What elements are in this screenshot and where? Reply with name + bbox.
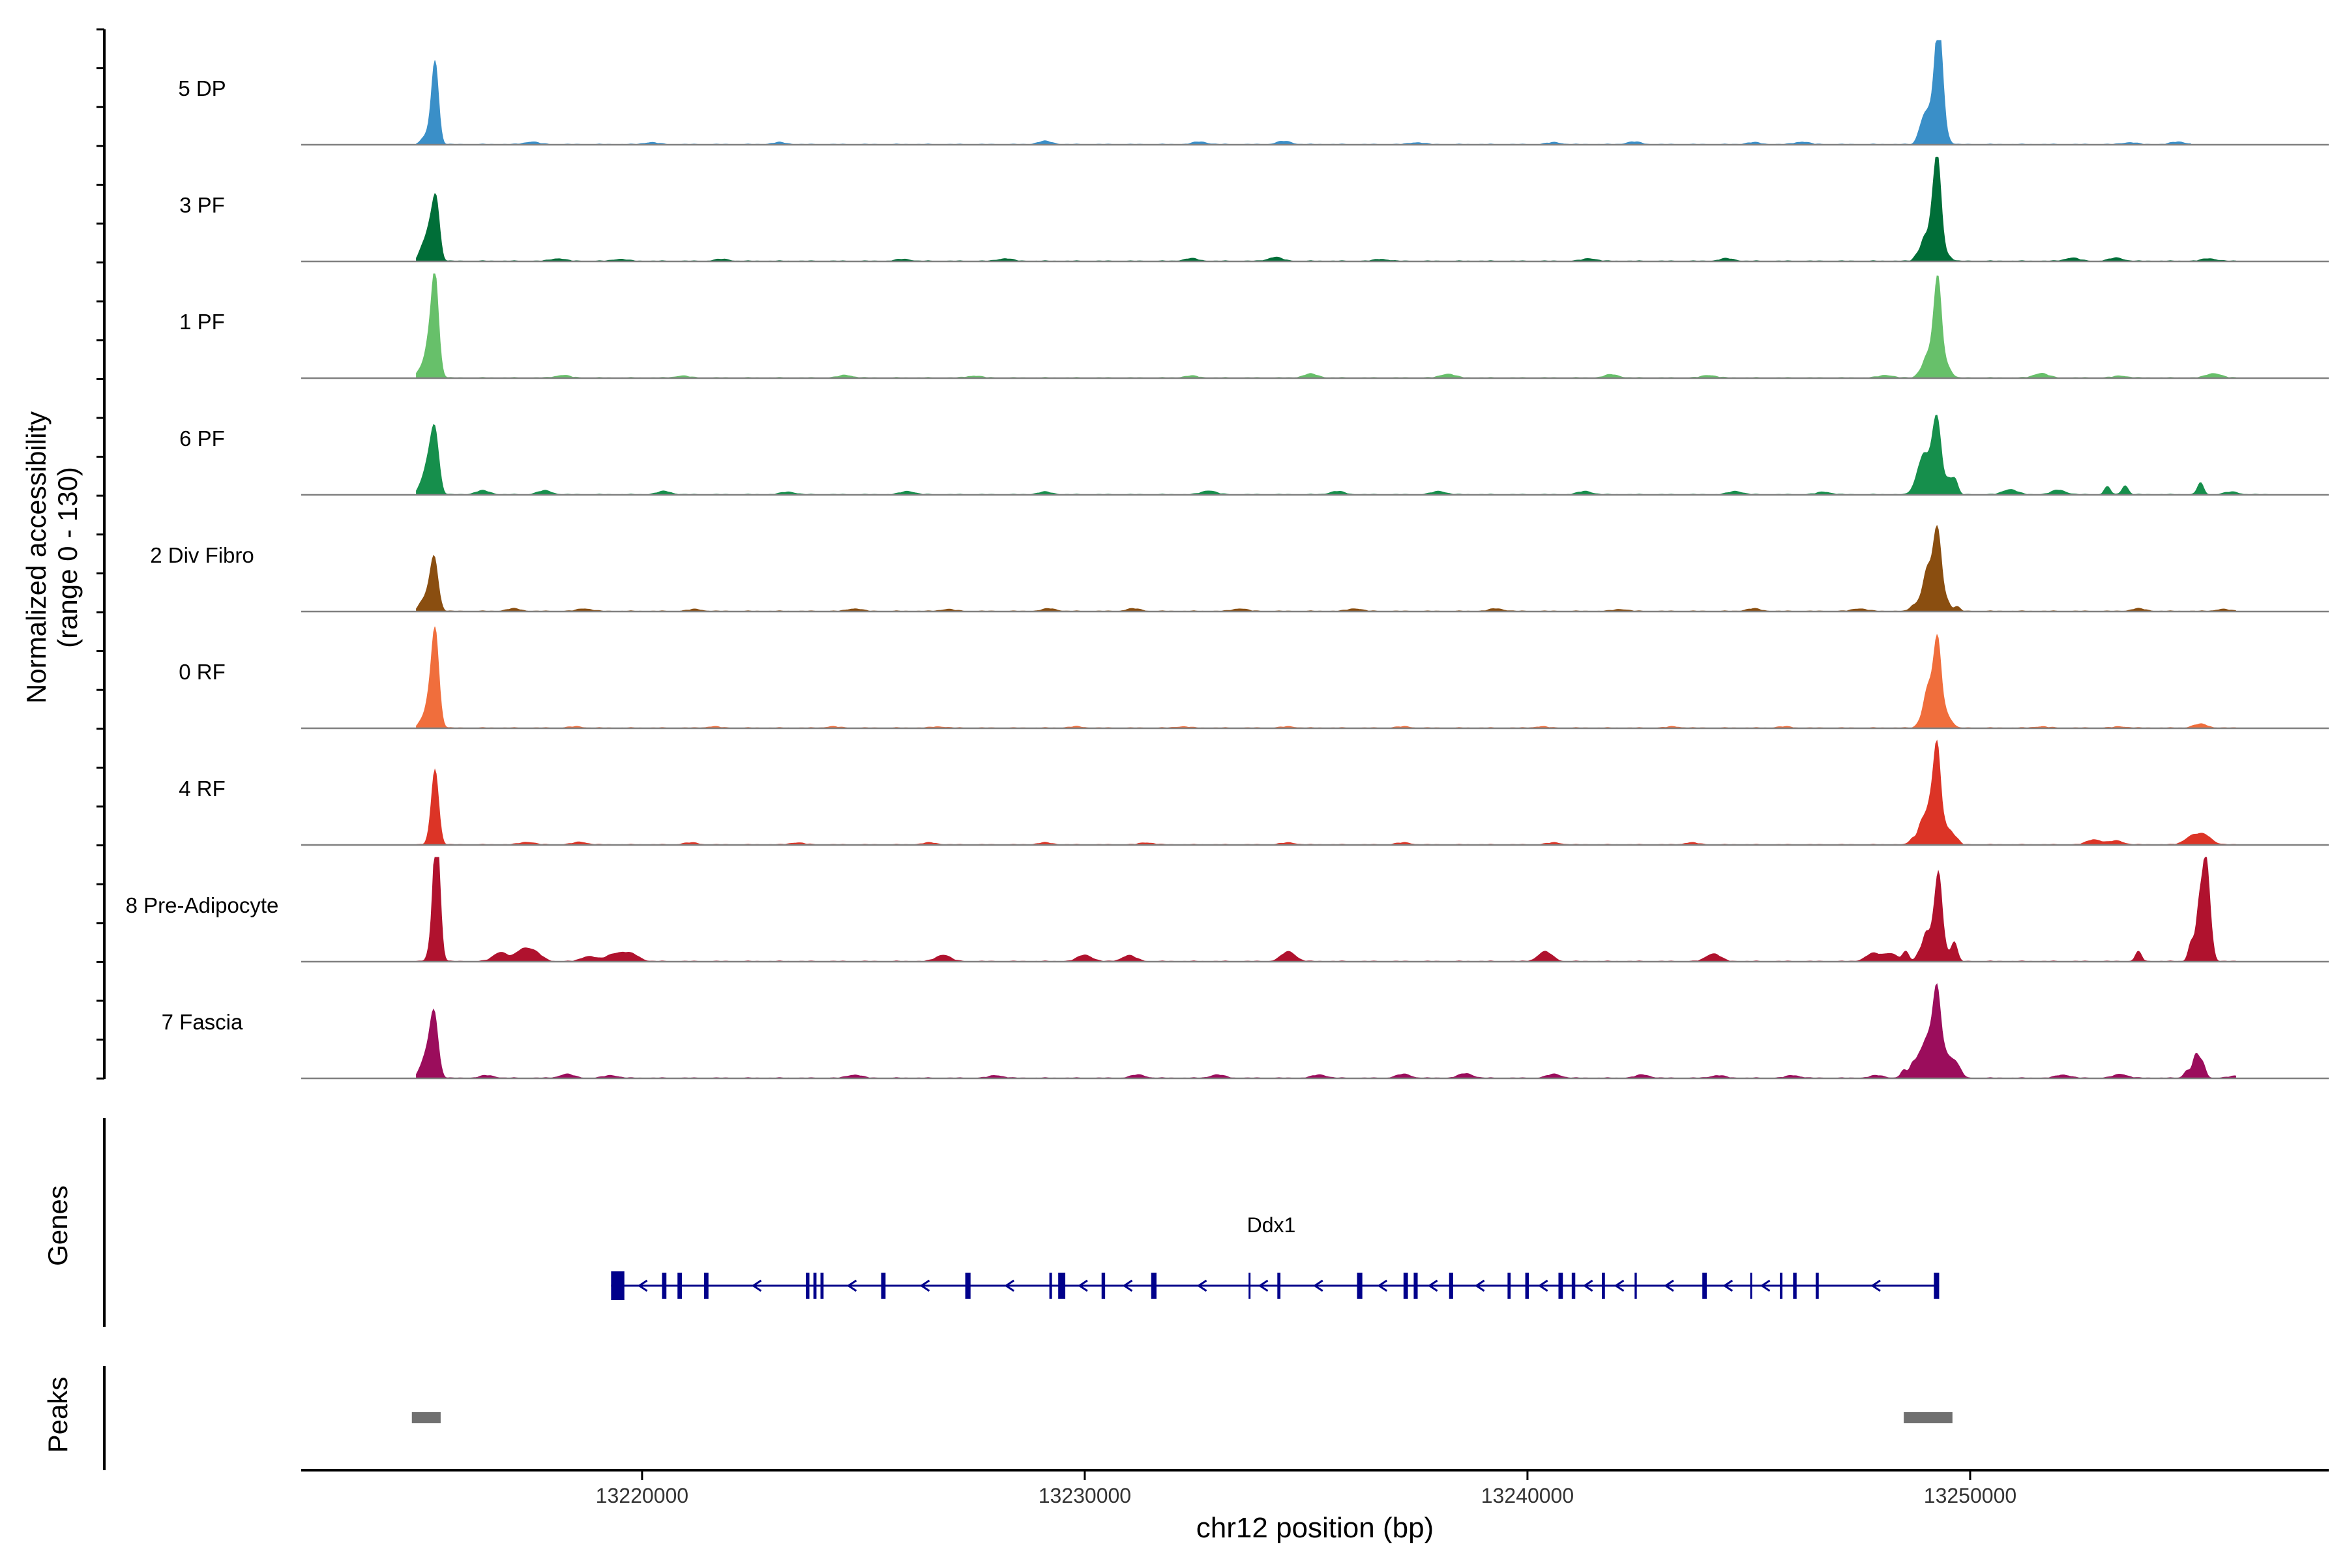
track-label: 3 PF bbox=[179, 193, 225, 217]
coverage-area bbox=[416, 415, 2281, 496]
track-1-pf: 1 PF bbox=[179, 273, 2329, 379]
y-axis-title-line1: Normalized accessibility bbox=[21, 411, 52, 703]
gene-exon bbox=[1413, 1273, 1418, 1299]
coverage-area bbox=[416, 739, 2236, 846]
track-label: 7 Fascia bbox=[162, 1010, 243, 1034]
gene-exon bbox=[1507, 1273, 1511, 1299]
peak-region bbox=[1904, 1412, 1953, 1423]
strand-arrow bbox=[751, 1279, 762, 1292]
axes-layer: 13220000 13230000 13240000 13250000 bbox=[96, 28, 2329, 1507]
gene-exon bbox=[1277, 1273, 1281, 1299]
gene-exon bbox=[1815, 1273, 1819, 1299]
gene-name-label: Ddx1 bbox=[1247, 1213, 1296, 1237]
strand-arrow bbox=[1582, 1279, 1593, 1292]
gene-exon bbox=[677, 1273, 682, 1299]
strand-arrow bbox=[1078, 1279, 1088, 1292]
strand-arrow bbox=[919, 1279, 930, 1292]
gene-exon bbox=[1702, 1273, 1707, 1299]
x-tick-label: 13220000 bbox=[596, 1484, 688, 1507]
strand-arrow bbox=[1377, 1279, 1388, 1292]
track-8-pre-adipocyte: 8 Pre-Adipocyte bbox=[126, 857, 2329, 963]
gene-exon bbox=[1049, 1273, 1052, 1299]
strand-arrow bbox=[1313, 1279, 1323, 1292]
peaks-track bbox=[411, 1412, 1953, 1423]
gene-exon bbox=[1525, 1273, 1529, 1299]
peak-region bbox=[411, 1412, 441, 1423]
gene-exon bbox=[1151, 1273, 1157, 1299]
coverage-area bbox=[416, 156, 2236, 262]
track-label: 8 Pre-Adipocyte bbox=[126, 893, 279, 917]
strand-arrow bbox=[1760, 1279, 1771, 1292]
gene-exon bbox=[1101, 1273, 1106, 1299]
gene-track bbox=[611, 1271, 1940, 1300]
x-tick-label: 13230000 bbox=[1039, 1484, 1131, 1507]
gene-exon bbox=[703, 1273, 709, 1299]
track-label: 5 DP bbox=[178, 76, 226, 100]
track-label: 4 RF bbox=[179, 777, 226, 801]
gene-exon bbox=[813, 1273, 817, 1299]
strand-arrow bbox=[637, 1279, 648, 1292]
strand-arrow bbox=[1004, 1279, 1014, 1292]
strand-arrow bbox=[1538, 1279, 1548, 1292]
strand-arrow bbox=[1614, 1279, 1625, 1292]
gene-exon bbox=[1558, 1273, 1563, 1299]
gene-exon bbox=[1634, 1273, 1637, 1299]
genes-track-label: Genes bbox=[42, 1185, 73, 1266]
gene-exon bbox=[1248, 1273, 1251, 1299]
gene-exon bbox=[1750, 1273, 1752, 1299]
coverage-area bbox=[416, 524, 2236, 612]
strand-arrow bbox=[1196, 1279, 1207, 1292]
strand-arrow bbox=[1122, 1279, 1133, 1292]
coverage-area bbox=[416, 273, 2236, 379]
gene-exon bbox=[1357, 1273, 1363, 1299]
track-3-pf: 3 PF bbox=[179, 156, 2329, 263]
track-5-dp: 5 DP bbox=[178, 40, 2329, 146]
strand-arrow bbox=[1722, 1279, 1734, 1292]
gene-exon bbox=[1449, 1273, 1453, 1299]
track-6-pf: 6 PF bbox=[179, 415, 2329, 496]
track-label: 2 Div Fibro bbox=[150, 543, 254, 567]
gene-exon bbox=[1571, 1273, 1576, 1299]
strand-arrow bbox=[1664, 1279, 1674, 1292]
track-4-rf: 4 RF bbox=[179, 739, 2329, 846]
gene-exon bbox=[1602, 1273, 1605, 1299]
strand-arrow bbox=[1427, 1279, 1438, 1292]
gene-exon bbox=[1934, 1273, 1940, 1299]
y-axis-title-line2: (range 0 - 130) bbox=[52, 467, 83, 648]
strand-arrow bbox=[1258, 1279, 1269, 1292]
gene-exon bbox=[820, 1273, 824, 1299]
gene-exon bbox=[1403, 1273, 1408, 1299]
gene-exon bbox=[662, 1273, 667, 1299]
track-label: 1 PF bbox=[179, 310, 225, 334]
track-label: 0 RF bbox=[179, 660, 226, 684]
track-0-rf: 0 RF bbox=[179, 627, 2329, 730]
x-axis-title: chr12 position (bp) bbox=[1196, 1512, 1434, 1544]
coverage-tracks: 5 DP 3 PF 1 PF 6 PF 2 Div Fibro 0 RF 4 RF 8 Pre… bbox=[126, 40, 2329, 1080]
gene-exon bbox=[806, 1273, 810, 1299]
strand-arrow bbox=[846, 1279, 857, 1292]
gene-exon bbox=[1793, 1273, 1797, 1299]
track-2-div-fibro: 2 Div Fibro bbox=[150, 524, 2329, 613]
peaks-track-label: Peaks bbox=[42, 1377, 73, 1453]
gene-exon bbox=[965, 1273, 971, 1299]
x-tick-label: 13250000 bbox=[1924, 1484, 2016, 1507]
strand-arrow bbox=[1870, 1279, 1881, 1292]
x-tick-label: 13240000 bbox=[1481, 1484, 1574, 1507]
gene-exon bbox=[881, 1273, 886, 1299]
strand-arrow bbox=[1474, 1279, 1485, 1292]
coverage-area bbox=[416, 40, 2192, 145]
track-7-fascia: 7 Fascia bbox=[162, 983, 2329, 1080]
coverage-area bbox=[416, 627, 2236, 729]
gene-exon bbox=[611, 1271, 625, 1300]
gene-exon bbox=[1058, 1273, 1066, 1299]
coverage-area bbox=[416, 983, 2236, 1079]
track-label: 6 PF bbox=[179, 426, 225, 451]
gene-exon bbox=[1779, 1273, 1783, 1299]
coverage-area bbox=[416, 857, 2236, 962]
